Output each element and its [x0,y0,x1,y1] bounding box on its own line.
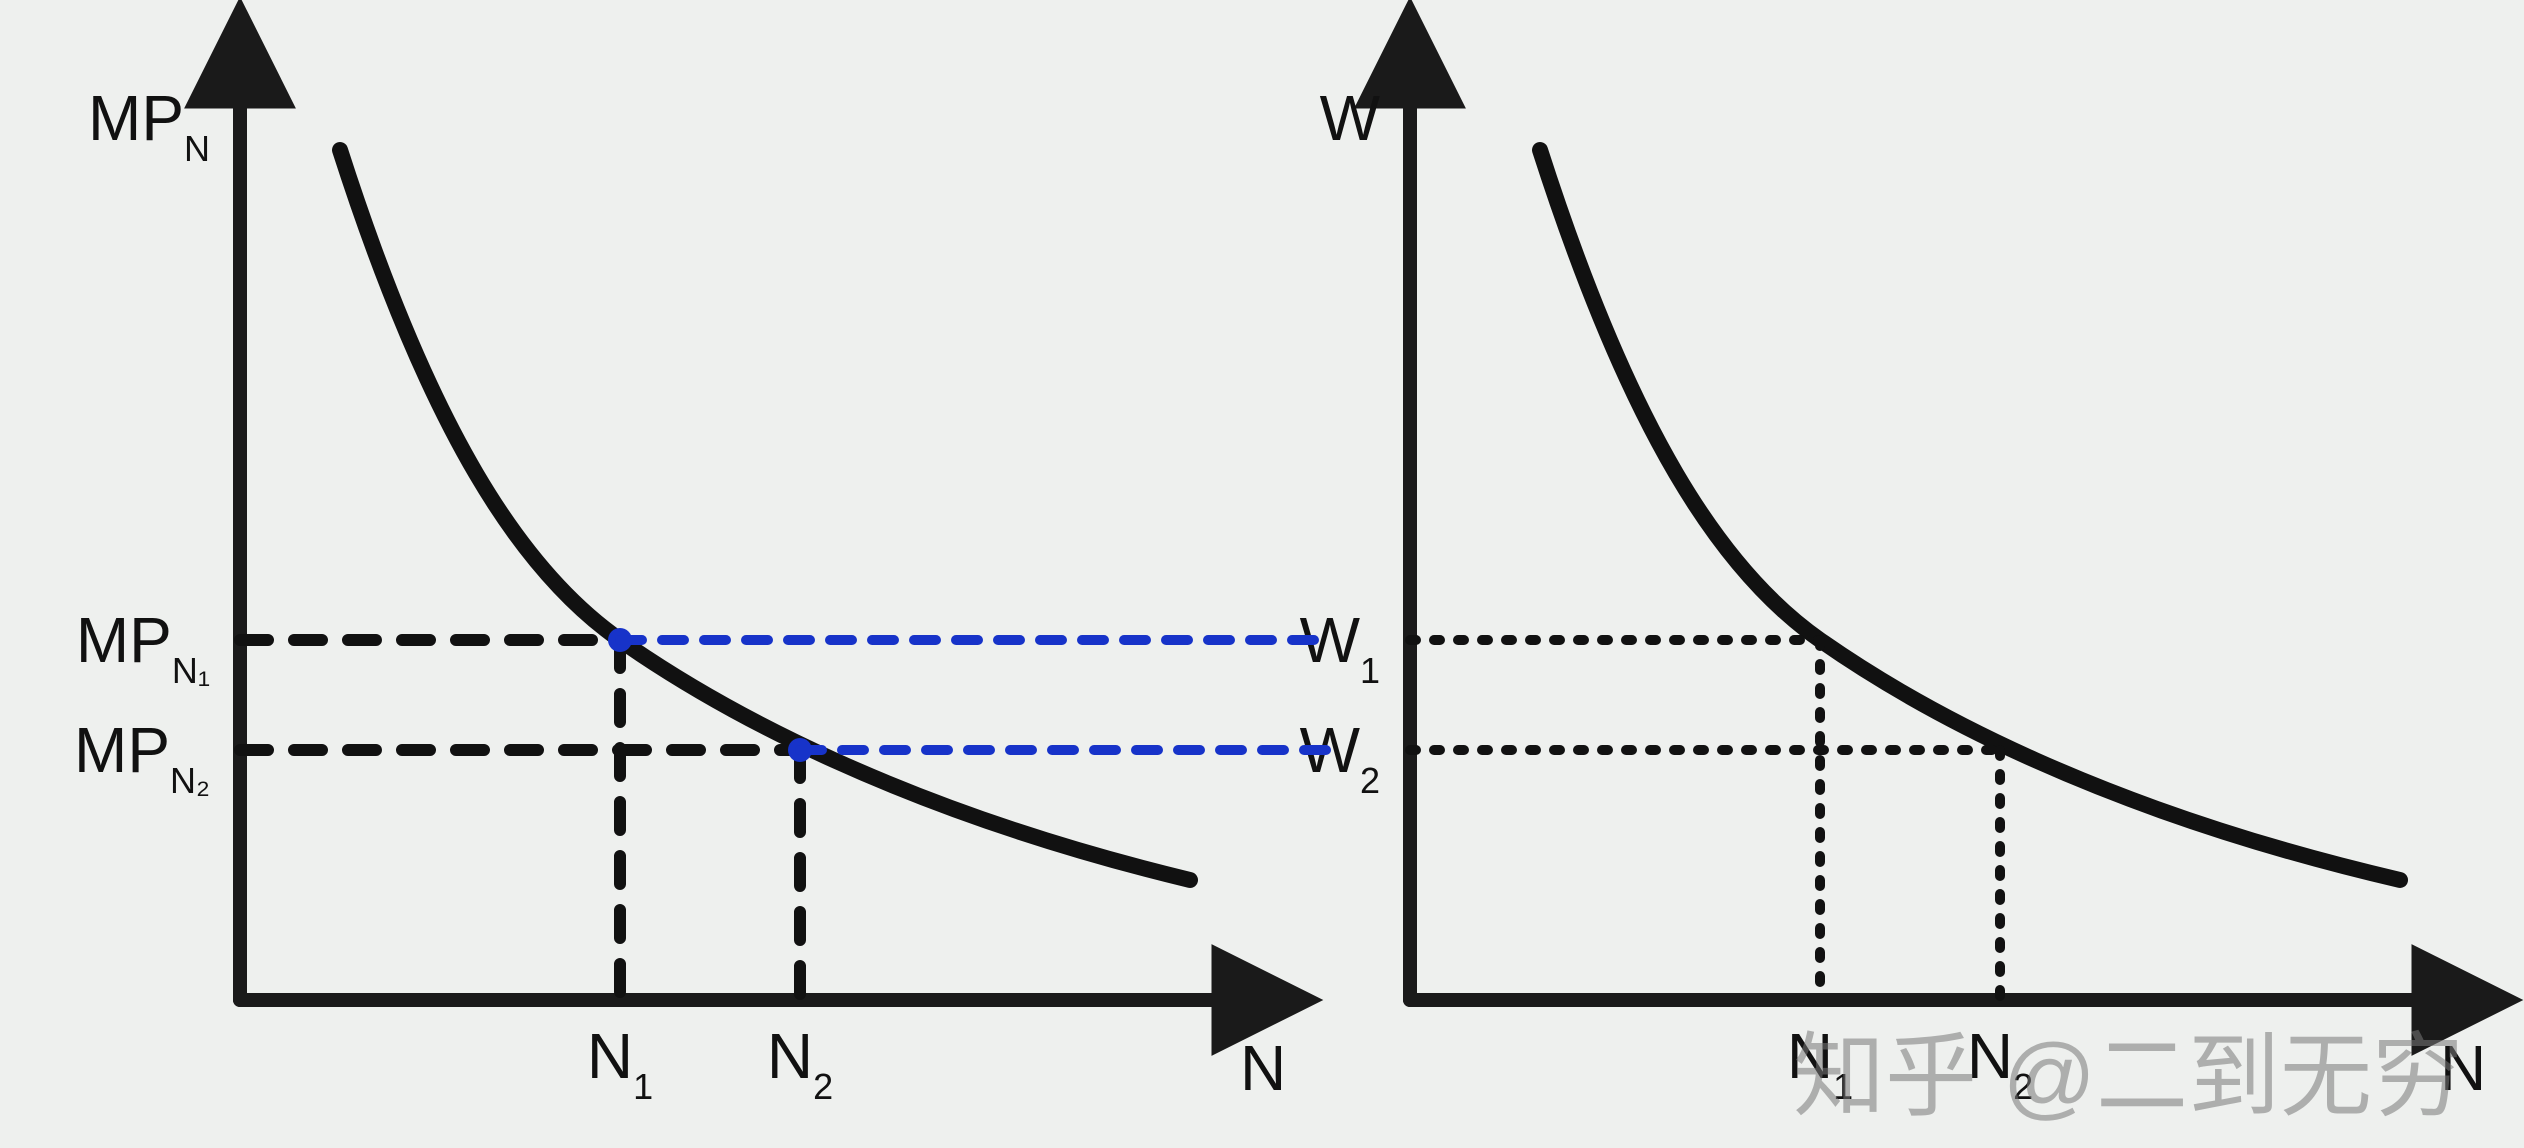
figure: N1MPN₁N2MPN₂MPNNN1W1N2W2WN知乎 @二到无穷 [0,0,2524,1148]
x-axis-label: N [1240,1032,1286,1104]
dual-chart-svg: N1MPN₁N2MPN₂MPNNN1W1N2W2WN知乎 @二到无穷 [0,0,2524,1148]
background [0,0,2524,1148]
y-axis-label: W [1320,82,1381,154]
watermark: 知乎 @二到无穷 [1793,1026,2464,1128]
